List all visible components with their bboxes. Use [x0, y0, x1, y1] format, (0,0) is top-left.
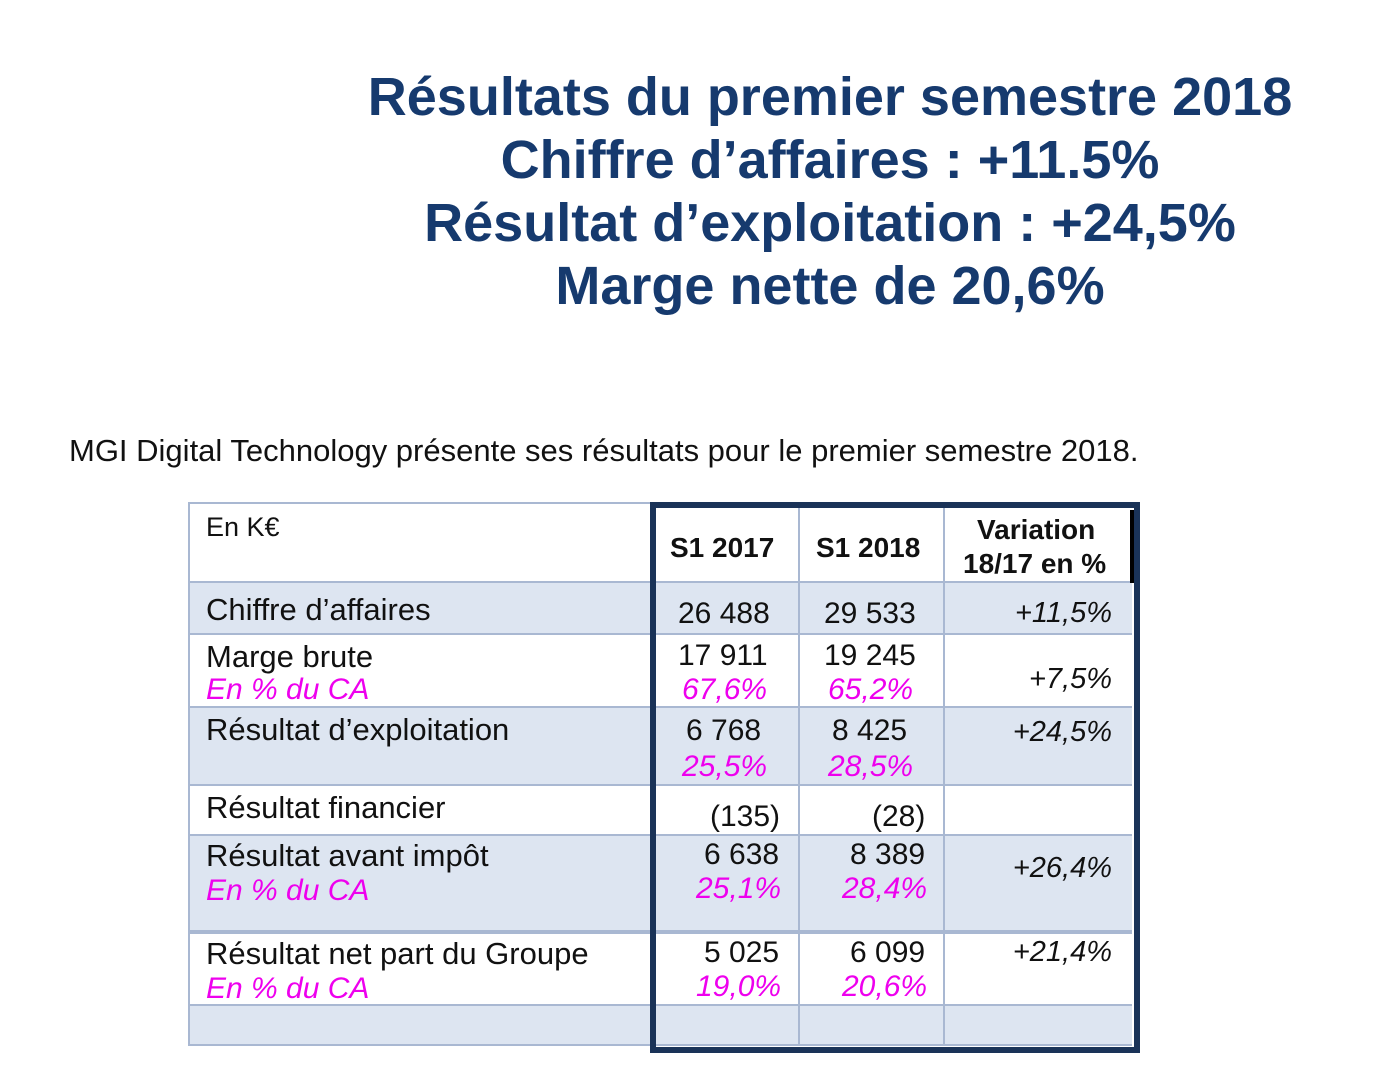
table-header-row: En K€ S1 2017 S1 2018 Variation 18/17 en… [188, 502, 1132, 583]
title-line-3: Résultat d’exploitation : +24,5% [424, 193, 1236, 253]
header-s1-2017: S1 2017 [670, 532, 775, 563]
title-line-2: Chiffre d’affaires : +11.5% [500, 130, 1160, 190]
table-row: Résultat avant impôt En % du CA 6 638 25… [188, 836, 1132, 932]
title-line-4: Marge nette de 20,6% [555, 256, 1105, 316]
table-row: Résultat net part du Groupe En % du CA 5… [188, 932, 1132, 1006]
results-table: En K€ S1 2017 S1 2018 Variation 18/17 en… [188, 502, 1140, 1052]
header-variation-2: 18/17 en % [963, 548, 1107, 579]
table-row: Chiffre d’affaires 26 488 29 533 +11,5% [188, 583, 1132, 635]
unit-label: En K€ [206, 512, 280, 542]
title-line-1: Résultats du premier semestre 2018 [367, 67, 1293, 127]
intro-text: MGI Digital Technology présente ses résu… [69, 433, 1139, 468]
table-row: Résultat financier (135) (28) [188, 786, 1132, 836]
table-row: Marge brute En % du CA 17 911 67,6% 19 2… [188, 635, 1132, 708]
header-shadow [1130, 510, 1140, 583]
header-variation-1: Variation [977, 514, 1096, 545]
table-row: Résultat d’exploitation 6 768 25,5% 8 42… [188, 708, 1132, 786]
page-title: Résultats du premier semestre 2018 Chiff… [330, 66, 1330, 318]
header-s1-2018: S1 2018 [816, 532, 921, 563]
table-row-empty [188, 1006, 1132, 1046]
